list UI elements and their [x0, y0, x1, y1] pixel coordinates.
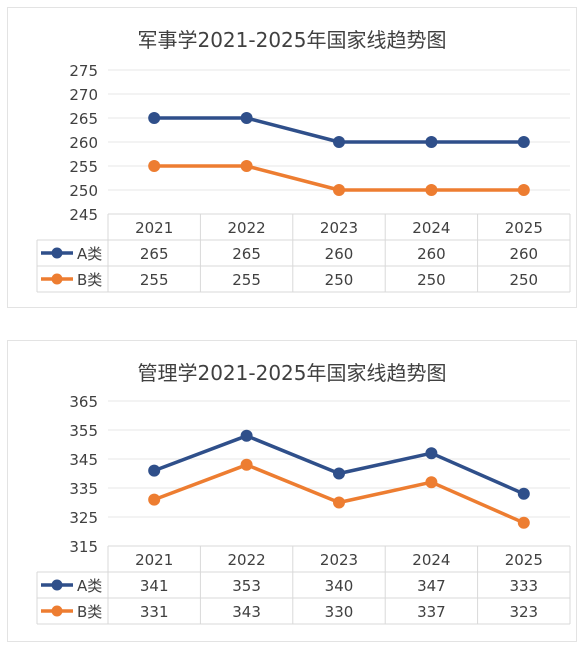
data-table-value: 265 [140, 245, 169, 263]
data-table-value: 250 [417, 271, 446, 289]
x-tick-label: 2023 [320, 551, 358, 569]
data-point-b [333, 184, 345, 196]
series-line-a [153, 434, 525, 496]
y-tick-label: 275 [69, 62, 98, 80]
x-tick-label: 2021 [135, 551, 173, 569]
y-tick-label: 250 [69, 182, 98, 200]
data-table-value: 341 [140, 577, 169, 595]
legend-label: B类 [77, 603, 102, 621]
data-table-value: 347 [417, 577, 446, 595]
data-table-value: 337 [417, 603, 446, 621]
legend-label: B类 [77, 271, 102, 289]
data-point-b [425, 184, 438, 196]
legend-key-marker [51, 579, 63, 591]
data-point-a [148, 464, 161, 477]
x-tick-label: 2025 [505, 219, 543, 237]
y-tick-label: 365 [69, 393, 98, 411]
legend-label: A类 [77, 245, 102, 263]
y-tick-label: 315 [69, 538, 98, 556]
data-table-value: 265 [232, 245, 261, 263]
y-tick-label: 270 [69, 86, 98, 104]
data-table-value: 255 [140, 271, 169, 289]
data-point-b [517, 184, 530, 196]
x-tick-label: 2022 [228, 219, 266, 237]
y-tick-label: 265 [69, 110, 98, 128]
y-tick-label: 260 [69, 134, 98, 152]
data-table-value: 340 [325, 577, 354, 595]
data-point-b [425, 476, 438, 489]
legend-key-marker [51, 247, 63, 259]
y-tick-label: 255 [69, 158, 98, 176]
x-tick-label: 2022 [228, 551, 266, 569]
chart-title: 军事学2021-2025年国家线趋势图 [137, 28, 447, 52]
y-tick-label: 335 [69, 480, 98, 498]
y-tick-label: 345 [69, 451, 98, 469]
data-point-a [240, 429, 253, 442]
chart-panel-military: 军事学2021-2025年国家线趋势图 245 250 255 260 265 270 27… [7, 7, 577, 308]
x-tick-label: 2024 [412, 219, 450, 237]
data-point-a [333, 467, 345, 480]
data-point-a [148, 112, 161, 124]
x-tick-label: 2021 [135, 219, 173, 237]
data-table-value: 353 [232, 577, 261, 595]
line-chart-military: 245 250 255 260 265 270 275 2021 2022 2023 2024 202… [36, 62, 571, 293]
legend-key-marker [51, 605, 63, 617]
chart-panel-management: 管理学2021-2025年国家线趋势图 315 325 335 345 355 365 20… [7, 340, 577, 642]
y-tick-label: 245 [69, 206, 98, 224]
y-tick-label: 325 [69, 509, 98, 527]
data-point-a [425, 136, 438, 148]
legend-key-marker [51, 273, 63, 285]
data-point-b [333, 496, 345, 509]
x-tick-label: 2025 [505, 551, 543, 569]
data-point-a [425, 447, 438, 460]
data-table-value: 250 [325, 271, 354, 289]
chart-title: 管理学2021-2025年国家线趋势图 [137, 361, 447, 385]
data-table-value: 260 [325, 245, 354, 263]
data-point-a [517, 136, 530, 148]
data-table-value: 323 [509, 603, 538, 621]
legend-label: A类 [77, 577, 102, 595]
y-tick-label: 355 [69, 422, 98, 440]
data-point-a [517, 487, 530, 500]
x-tick-label: 2024 [412, 551, 450, 569]
data-point-b [148, 160, 161, 172]
data-table-value: 260 [417, 245, 446, 263]
data-table-value: 331 [140, 603, 169, 621]
line-chart-management: 315 325 335 345 355 365 2021 2022 2023 2024 2025 A类… [36, 393, 571, 625]
data-table-value: 260 [509, 245, 538, 263]
data-point-b [240, 458, 253, 471]
data-point-a [240, 112, 253, 124]
data-point-b [517, 516, 530, 529]
data-table-value: 343 [232, 603, 261, 621]
data-table-value: 330 [325, 603, 354, 621]
data-table-value: 250 [509, 271, 538, 289]
data-point-b [148, 493, 161, 506]
data-table-value: 333 [509, 577, 538, 595]
data-point-a [333, 136, 345, 148]
data-point-b [240, 160, 253, 172]
x-tick-label: 2023 [320, 219, 358, 237]
data-table-value: 255 [232, 271, 261, 289]
